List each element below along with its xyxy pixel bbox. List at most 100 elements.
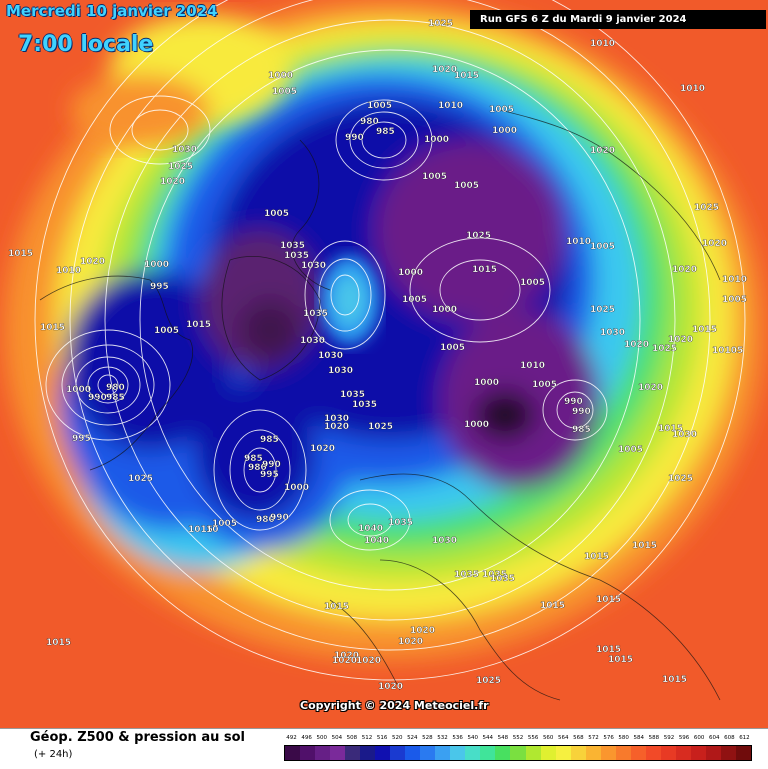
pressure-label: 1030 xyxy=(301,261,326,271)
pressure-label: 1020 xyxy=(398,637,423,647)
colorbar-swatch xyxy=(450,746,466,760)
colorbar-swatch xyxy=(720,746,736,760)
colorbar-swatch xyxy=(615,746,631,760)
pressure-label: 1040 xyxy=(364,536,389,546)
colorbar-label: 496 xyxy=(301,735,312,741)
pressure-label: 1035 xyxy=(454,570,479,580)
pressure-label: 1015 xyxy=(8,249,33,259)
pressure-label: 1025 xyxy=(428,19,453,29)
pressure-label: 1010 xyxy=(438,101,463,111)
colorbar-swatch xyxy=(375,746,391,760)
pressure-label: 1020 xyxy=(334,651,359,661)
pressure-label: 1005 xyxy=(154,326,179,336)
colorbar-label: 536 xyxy=(452,735,463,741)
colorbar-swatch xyxy=(660,746,676,760)
colorbar-swatch xyxy=(390,746,406,760)
pressure-label: 1035 xyxy=(284,251,309,261)
pressure-label: 1010 xyxy=(56,266,81,276)
forecast-lead-time: (+ 24h) xyxy=(34,749,73,760)
pressure-label: 1015 xyxy=(632,541,657,551)
run-info-banner: Run GFS 6 Z du Mardi 9 janvier 2024 xyxy=(470,10,766,29)
weather-map: 1025 1010 1010 1000 1005 1020 1015 1005 … xyxy=(0,0,768,728)
pressure-label: 1015 xyxy=(584,552,609,562)
pressure-label: 1035 xyxy=(280,241,305,251)
pressure-label: 1020 xyxy=(410,626,435,636)
pressure-label: 1005 xyxy=(722,295,747,305)
pressure-label: 1030 xyxy=(328,366,353,376)
pressure-label: 985 xyxy=(260,435,279,445)
colorbar-swatch xyxy=(315,746,331,760)
colorbar-swatch xyxy=(480,746,496,760)
pressure-label: 1020 xyxy=(324,422,349,432)
height-field xyxy=(4,0,764,660)
pressure-label: 980 xyxy=(256,515,275,525)
pressure-label: 995 xyxy=(260,470,279,480)
pressure-label: 1030 xyxy=(172,145,197,155)
pressure-label: 1035 xyxy=(352,400,377,410)
pressure-label: 1035 xyxy=(340,390,365,400)
pressure-label: 1005 xyxy=(212,519,237,529)
pressure-label: 1025 xyxy=(466,231,491,241)
pressure-label: 995 xyxy=(150,282,169,292)
colorbar-swatch xyxy=(420,746,436,760)
pressure-label: 1020 xyxy=(378,682,403,692)
colorbar-label: 588 xyxy=(648,735,660,741)
pressure-label: 990 xyxy=(564,397,583,407)
pressure-label: 990 xyxy=(270,513,289,523)
colorbar-tick-labels: 492 496 500 504 508 512 516 520 524 528 532 536 540 5… xyxy=(284,735,752,743)
colorbar-label: 556 xyxy=(527,735,539,741)
pressure-label: 1020 xyxy=(332,656,357,666)
colorbar-swatch xyxy=(405,746,421,760)
pressure-label: 1020 xyxy=(80,257,105,267)
pressure-label: 1030 xyxy=(672,430,697,440)
pressure-label: 995 xyxy=(72,434,91,444)
pressure-label: 1035 xyxy=(482,570,507,580)
pressure-label: 990 xyxy=(572,407,591,417)
colorbar-label: 500 xyxy=(316,735,327,741)
greenland-ridge xyxy=(320,255,380,345)
pressure-label: 1005 xyxy=(532,380,557,390)
pressure-label: 980 xyxy=(106,383,125,393)
pressure-label: 1020 xyxy=(432,65,457,75)
colorbar-label: 592 xyxy=(663,735,675,741)
colorbar-label: 516 xyxy=(376,735,388,741)
pressure-label: 1040 xyxy=(358,524,383,534)
colorbar-label: 548 xyxy=(497,735,509,741)
pressure-label: 1025 xyxy=(476,676,501,686)
colorbar-swatch xyxy=(600,746,616,760)
pressure-label: 1025 xyxy=(668,474,693,484)
pressure-label: 1000 xyxy=(284,483,309,493)
colorbar-label: 612 xyxy=(739,735,750,741)
colorbar-label: 580 xyxy=(618,735,629,741)
pressure-label: 1020 xyxy=(310,444,335,454)
pressure-label: 1005 xyxy=(422,172,447,182)
pressure-label: 1010 xyxy=(722,275,747,285)
pressure-label: 1010 xyxy=(520,361,545,371)
pressure-label: 990 xyxy=(345,133,364,143)
pressure-label: 1000 xyxy=(66,385,91,395)
pressure-label: 985 xyxy=(572,425,591,435)
pressure-label: 1025 xyxy=(694,203,719,213)
colorbar-swatch xyxy=(570,746,586,760)
pressure-label: 10105 xyxy=(712,346,743,356)
colorbar-swatch xyxy=(735,746,751,760)
pressure-label: 1000 xyxy=(464,420,489,430)
pressure-label: 1005 xyxy=(618,445,643,455)
pressure-label: 1030 xyxy=(600,328,625,338)
pressure-label: 1005 xyxy=(367,101,392,111)
pressure-label: 1010 xyxy=(680,84,705,94)
colorbar-label: 596 xyxy=(678,735,690,741)
pressure-label: 1020 xyxy=(638,383,663,393)
colorbar-label: 608 xyxy=(724,735,735,741)
colorbar-swatch xyxy=(690,746,706,760)
pressure-label: 1025 xyxy=(128,474,153,484)
colorbar-label: 492 xyxy=(286,735,297,741)
pressure-label: 1020 xyxy=(356,656,381,666)
colorbar-label: 600 xyxy=(693,735,705,741)
pressure-label: 1020 xyxy=(590,146,615,156)
pressure-label: 990 xyxy=(88,393,107,403)
pressure-label: 1015 xyxy=(186,320,211,330)
pressure-label: 1015 xyxy=(692,325,717,335)
pressure-label: 1000 xyxy=(432,305,457,315)
pressure-label: 1000 xyxy=(492,126,517,136)
